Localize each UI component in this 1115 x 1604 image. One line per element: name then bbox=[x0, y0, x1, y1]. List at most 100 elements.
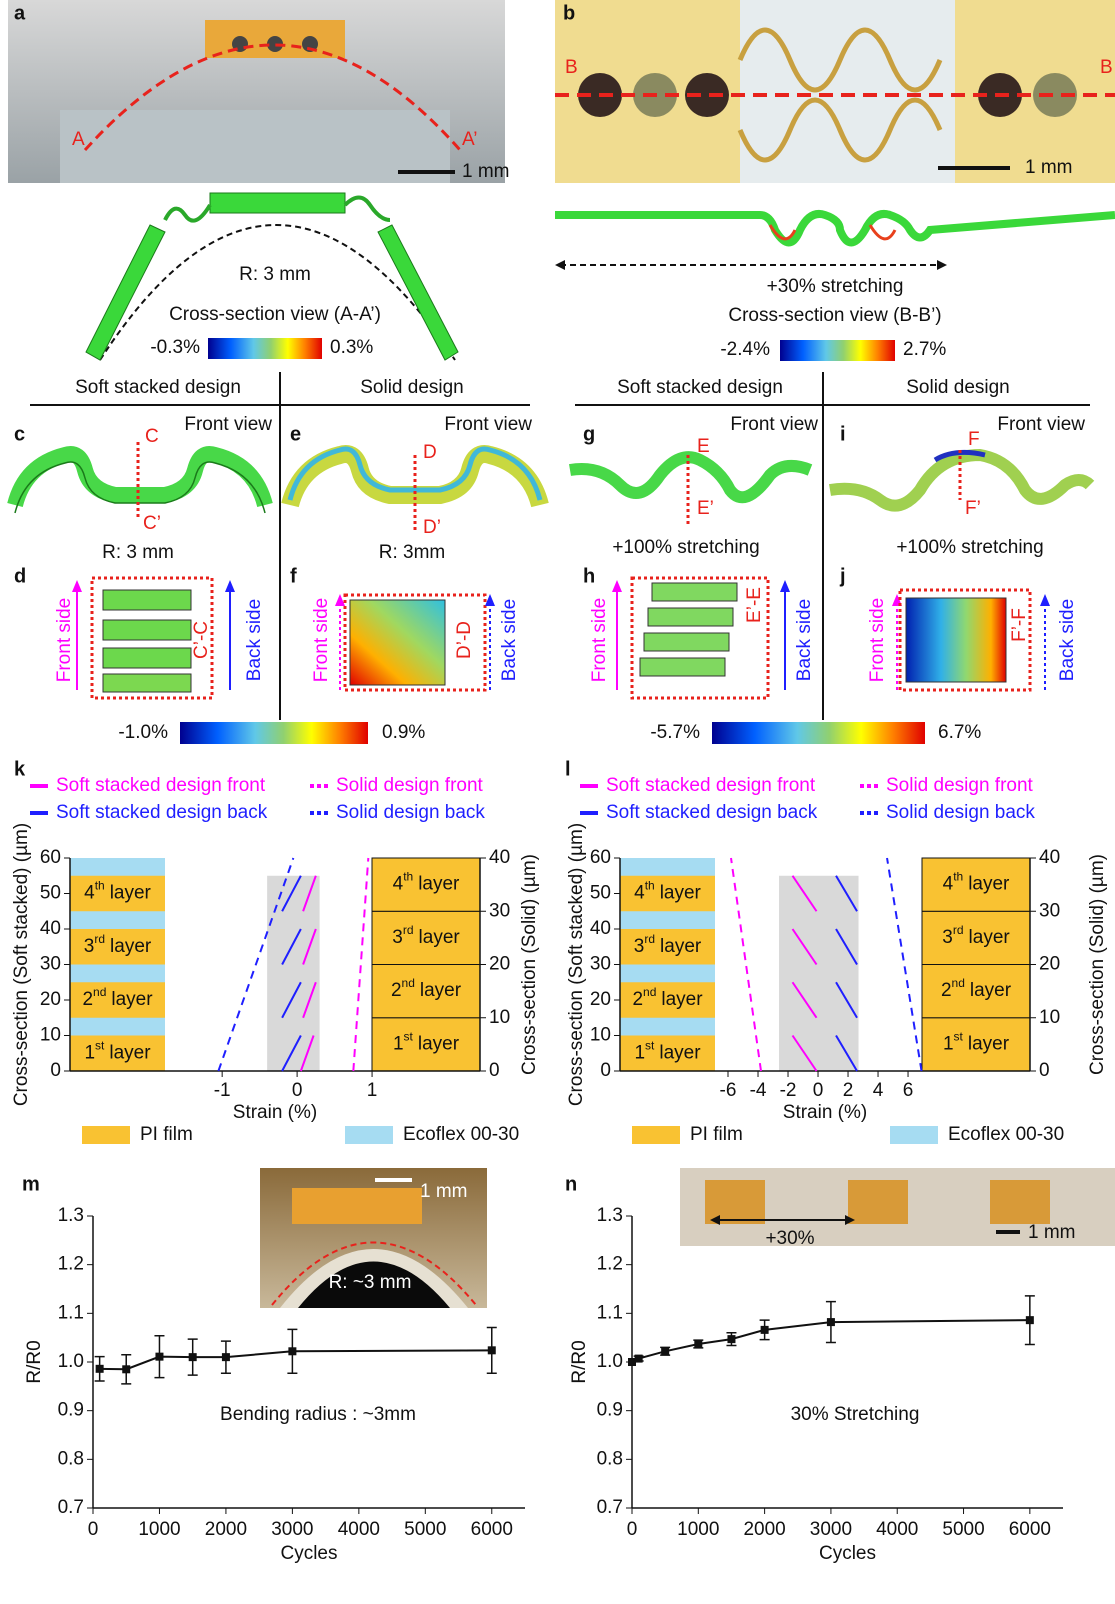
x-tick-label: 0 bbox=[292, 1080, 303, 1101]
caption: Cross-section view (B-B’) bbox=[728, 305, 941, 326]
layer-ordinal: 4 bbox=[393, 874, 404, 895]
caption: R: 3 mm bbox=[102, 542, 174, 563]
scale-label: 1 mm bbox=[462, 161, 510, 182]
legend-label: Soft stacked design back bbox=[56, 802, 268, 823]
bending-section: R: 3 mm Cross-section view (A-A’) -0.3% … bbox=[86, 193, 458, 360]
y2-tick-label: 0 bbox=[489, 1060, 500, 1081]
layer-word: layer bbox=[969, 927, 1011, 948]
layer-ordinal: 4 bbox=[84, 883, 95, 904]
data-point bbox=[288, 1347, 296, 1355]
material-swatch bbox=[890, 1126, 938, 1144]
y-tick-label: 40 bbox=[590, 918, 611, 939]
y2-tick-label: 40 bbox=[1039, 847, 1060, 868]
legend-label: Soft stacked design front bbox=[606, 775, 816, 796]
panel-f: f Front side D’-D Back side bbox=[290, 565, 520, 690]
data-point bbox=[189, 1353, 197, 1361]
cut-label: A bbox=[72, 129, 85, 150]
y2-axis-title: Cross-section (Solid) (µm) bbox=[519, 854, 540, 1075]
y-tick-label: 10 bbox=[590, 1025, 611, 1046]
x-tick-label: 6000 bbox=[471, 1519, 513, 1540]
arrow-head bbox=[612, 580, 622, 592]
scale-label: 1 mm bbox=[1025, 157, 1073, 178]
series-line bbox=[731, 858, 761, 1071]
colorbar-min: -1.0% bbox=[118, 722, 168, 743]
layer-word: layer bbox=[970, 980, 1012, 1001]
x-tick-label: 0 bbox=[88, 1519, 99, 1540]
y-tick-label: 0.8 bbox=[597, 1448, 623, 1469]
radius-label: R: ~3 mm bbox=[329, 1272, 412, 1293]
layer-word: layer bbox=[419, 927, 461, 948]
section bbox=[570, 457, 810, 497]
view-label: Front view bbox=[730, 414, 818, 435]
layer-suffix: th bbox=[95, 879, 105, 893]
x-axis-title: Strain (%) bbox=[783, 1102, 867, 1123]
x-tick-label: 6 bbox=[903, 1080, 914, 1101]
cut-label: E’-E bbox=[744, 587, 765, 623]
x-tick-label: -2 bbox=[780, 1080, 797, 1101]
layer-label: 1stlayer bbox=[634, 1038, 701, 1063]
y-tick-label: 60 bbox=[40, 847, 61, 868]
layer-word: layer bbox=[420, 980, 462, 1001]
layer bbox=[103, 648, 191, 668]
panel-label: k bbox=[14, 758, 26, 780]
x-tick-label: 2 bbox=[843, 1080, 854, 1101]
panel-label: c bbox=[14, 423, 25, 445]
layer bbox=[103, 674, 191, 692]
y-tick-label: 1.3 bbox=[58, 1205, 84, 1226]
panel-label: g bbox=[583, 423, 595, 445]
x-tick-label: 3000 bbox=[810, 1519, 852, 1540]
caption: R: 3mm bbox=[379, 542, 446, 563]
panel-label: m bbox=[22, 1173, 40, 1195]
y2-tick-label: 20 bbox=[489, 954, 510, 975]
panel-label: n bbox=[565, 1173, 577, 1195]
y-tick-label: 1.1 bbox=[58, 1302, 84, 1323]
scale-label: 1 mm bbox=[420, 1181, 468, 1202]
y-axis-title: Cross-section (Soft stacked) (µm) bbox=[566, 823, 587, 1106]
colorbar bbox=[208, 338, 322, 359]
layer bbox=[103, 620, 191, 640]
arrow-head bbox=[225, 580, 235, 592]
side-label: Front side bbox=[867, 598, 888, 682]
layer bbox=[652, 583, 737, 601]
arrow-head bbox=[72, 580, 82, 592]
x-axis-title: Cycles bbox=[819, 1543, 876, 1564]
y-tick-label: 30 bbox=[40, 954, 61, 975]
section bbox=[15, 454, 265, 505]
colorbar-min: -0.3% bbox=[150, 337, 200, 358]
layer-suffix: st bbox=[954, 1030, 964, 1044]
legend-label: Solid design front bbox=[886, 775, 1034, 796]
y-tick-label: 0.9 bbox=[597, 1400, 623, 1421]
caption: +100% stretching bbox=[896, 537, 1043, 558]
layer bbox=[640, 658, 725, 676]
y-tick-label: 40 bbox=[40, 918, 61, 939]
panel-label: b bbox=[563, 2, 575, 24]
heading: Soft stacked design bbox=[75, 377, 241, 398]
data-point bbox=[827, 1318, 835, 1326]
x-tick-label: 4000 bbox=[876, 1519, 918, 1540]
layer-suffix: st bbox=[95, 1038, 105, 1052]
layer-label: 1stlayer bbox=[943, 1030, 1010, 1055]
x-tick-label: 4000 bbox=[338, 1519, 380, 1540]
layer-suffix: rd bbox=[644, 932, 655, 946]
panel-label: l bbox=[565, 758, 571, 780]
layer-ordinal: 1 bbox=[84, 1042, 95, 1063]
layer-suffix: th bbox=[953, 870, 963, 884]
y-tick-label: 30 bbox=[590, 954, 611, 975]
material-swatch bbox=[82, 1126, 130, 1144]
x-tick-label: -1 bbox=[214, 1080, 231, 1101]
x-tick-label: -4 bbox=[750, 1080, 767, 1101]
data-point bbox=[1026, 1316, 1034, 1324]
layer-word: layer bbox=[659, 1042, 701, 1063]
y-tick-label: 60 bbox=[590, 847, 611, 868]
colorbar-min: -2.4% bbox=[720, 339, 770, 360]
layer-ordinal: 4 bbox=[943, 874, 954, 895]
side-label: Front side bbox=[311, 598, 332, 682]
panel-d: d Front side C’-C Back side bbox=[14, 565, 265, 698]
layer-word: layer bbox=[110, 883, 152, 904]
data-point bbox=[661, 1347, 669, 1355]
layer-ordinal: 3 bbox=[392, 927, 403, 948]
cut-label: F bbox=[968, 429, 980, 450]
x-tick-label: 1000 bbox=[677, 1519, 719, 1540]
legend-label: Soft stacked design front bbox=[56, 775, 266, 796]
